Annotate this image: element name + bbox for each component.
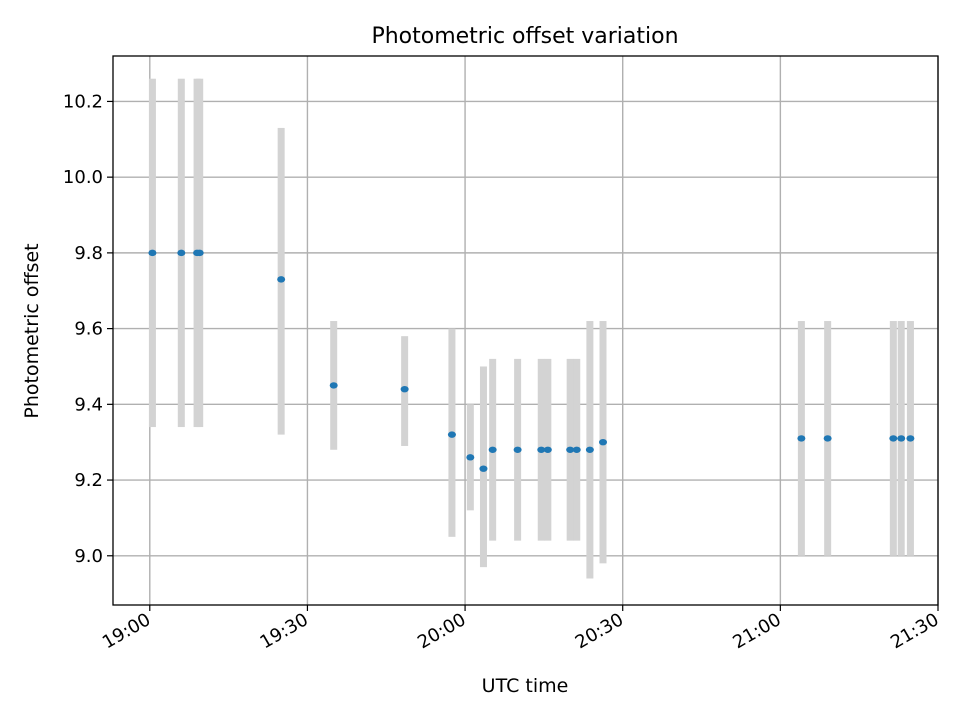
data-point (466, 454, 475, 461)
data-point (447, 431, 456, 438)
data-point (889, 435, 898, 442)
y-tick-label: 9.6 (74, 319, 103, 340)
data-point (329, 382, 338, 389)
chart-title: Photometric offset variation (371, 24, 678, 49)
data-point (897, 435, 906, 442)
x-axis-label: UTC time (482, 675, 569, 697)
data-point (400, 385, 409, 393)
data-point (488, 446, 497, 453)
y-axis-label: Photometric offset (21, 243, 43, 418)
y-tick-label: 10.2 (63, 91, 103, 112)
data-point (585, 446, 594, 453)
data-point (513, 446, 522, 453)
y-tick-label: 9.4 (74, 394, 103, 415)
data-point (797, 435, 806, 442)
data-point (148, 249, 157, 257)
data-point (195, 249, 204, 257)
y-tick-label: 9.0 (74, 546, 103, 567)
data-point (277, 276, 286, 283)
y-tick-label: 9.8 (74, 243, 103, 264)
y-tick-label: 10.0 (63, 167, 103, 188)
data-point (823, 435, 832, 442)
data-point (599, 438, 608, 446)
data-point (566, 446, 575, 453)
data-point (537, 446, 546, 453)
plot-frame (112, 55, 939, 606)
y-axis-ticks: 9.0 9.2 9.4 9.6 9.8 10.0 10.2 (63, 91, 113, 567)
data-point (177, 249, 186, 257)
data-point (906, 435, 915, 442)
y-tick-label: 9.2 (74, 470, 103, 491)
data-point (479, 465, 488, 472)
data-point (543, 446, 552, 453)
data-point (572, 446, 581, 453)
data-points (148, 249, 915, 472)
